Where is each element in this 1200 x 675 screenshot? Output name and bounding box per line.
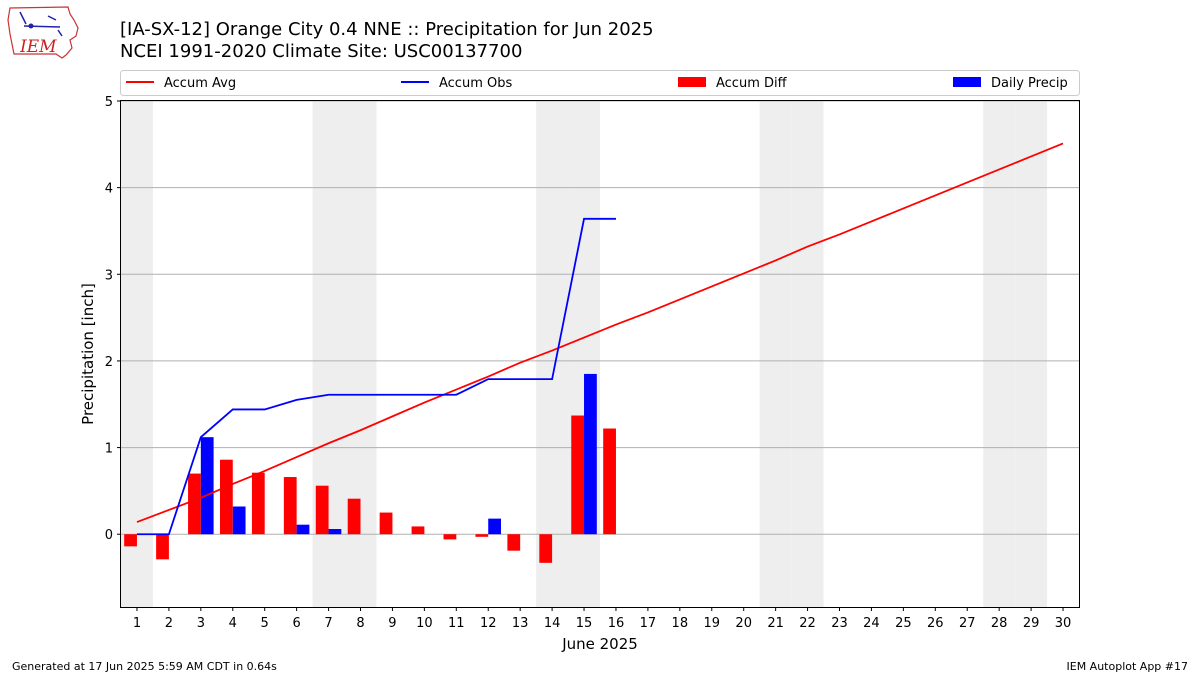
legend-label-daily-precip: Daily Precip bbox=[991, 76, 1068, 91]
logo-dot-icon bbox=[28, 23, 34, 29]
bar-daily-precip-day-12 bbox=[488, 518, 502, 535]
y-axis-label: Precipitation [inch] bbox=[79, 283, 97, 425]
weekend-shade-day-29 bbox=[1015, 101, 1048, 607]
x-tick-label-2: 2 bbox=[165, 616, 173, 631]
weekend-shade-day-22 bbox=[791, 101, 824, 607]
bar-accum-diff-day-5 bbox=[251, 472, 265, 535]
bar-daily-precip-day-6 bbox=[296, 524, 310, 535]
x-tick-label-13: 13 bbox=[512, 616, 529, 631]
bar-accum-diff-day-16 bbox=[603, 428, 616, 535]
bar-daily-precip-day-7 bbox=[328, 529, 342, 535]
x-tick-label-21: 21 bbox=[767, 616, 784, 631]
x-tick-label-5: 5 bbox=[261, 616, 269, 631]
iem-logo: IEM bbox=[7, 6, 79, 59]
bar-accum-diff-day-3 bbox=[188, 473, 201, 535]
logo-text: IEM bbox=[19, 37, 57, 57]
x-tick-label-9: 9 bbox=[388, 616, 396, 631]
chart-subtitle: NCEI 1991-2020 Climate Site: USC00137700 bbox=[120, 41, 522, 62]
legend-label-accum-obs: Accum Obs bbox=[439, 76, 512, 91]
legend-frame bbox=[120, 70, 1080, 96]
x-tick-label-4: 4 bbox=[229, 616, 237, 631]
bar-accum-diff-day-8 bbox=[347, 498, 361, 535]
y-tick-label-0: 0 bbox=[105, 528, 113, 543]
y-tick-label-3: 3 bbox=[105, 268, 113, 283]
bar-accum-diff-day-4 bbox=[219, 459, 233, 535]
x-tick-label-1: 1 bbox=[133, 616, 141, 631]
x-tick-label-12: 12 bbox=[480, 616, 497, 631]
iowa-outline-icon bbox=[7, 6, 79, 59]
x-tick-label-28: 28 bbox=[991, 616, 1008, 631]
bar-accum-diff-day-11 bbox=[443, 534, 457, 540]
legend-swatch-daily-precip bbox=[953, 77, 981, 87]
legend-label-accum-avg: Accum Avg bbox=[164, 76, 236, 91]
x-tick-label-8: 8 bbox=[356, 616, 364, 631]
y-tick-label-1: 1 bbox=[105, 442, 113, 457]
x-tick-label-17: 17 bbox=[640, 616, 657, 631]
bar-accum-diff-day-9 bbox=[379, 512, 393, 535]
x-tick-label-22: 22 bbox=[799, 616, 816, 631]
legend-label-accum-diff: Accum Diff bbox=[716, 76, 788, 91]
x-tick-label-25: 25 bbox=[895, 616, 912, 631]
x-tick-label-24: 24 bbox=[863, 616, 880, 631]
x-tick-label-6: 6 bbox=[292, 616, 300, 631]
x-tick-label-27: 27 bbox=[959, 616, 976, 631]
line-accum-avg bbox=[136, 142, 1064, 523]
x-tick-label-14: 14 bbox=[544, 616, 561, 631]
line-accum-obs bbox=[136, 217, 616, 536]
x-tick-label-30: 30 bbox=[1055, 616, 1072, 631]
legend: Accum Avg Accum Obs Accum Diff Daily Precip bbox=[120, 70, 1080, 96]
x-tick-label-15: 15 bbox=[576, 616, 593, 631]
x-tick-label-20: 20 bbox=[735, 616, 752, 631]
bar-accum-diff-day-7 bbox=[315, 485, 329, 535]
x-tick-label-18: 18 bbox=[672, 616, 689, 631]
x-tick-label-23: 23 bbox=[831, 616, 848, 631]
bar-daily-precip-day-15 bbox=[584, 373, 597, 535]
x-tick-label-11: 11 bbox=[448, 616, 465, 631]
x-tick-label-26: 26 bbox=[927, 616, 944, 631]
x-tick-label-16: 16 bbox=[608, 616, 625, 631]
bar-daily-precip-day-4 bbox=[232, 506, 246, 535]
y-tick-label-4: 4 bbox=[105, 182, 113, 197]
weekend-shade-day-1 bbox=[121, 101, 153, 607]
footer-app: IEM Autoplot App #17 bbox=[1067, 660, 1189, 673]
bar-accum-diff-day-1 bbox=[124, 534, 137, 547]
logo-map-marks-icon bbox=[19, 11, 63, 37]
bar-accum-diff-day-12 bbox=[475, 534, 489, 537]
x-tick-label-3: 3 bbox=[197, 616, 205, 631]
weekend-shade-day-28 bbox=[983, 101, 1016, 607]
footer-generated: Generated at 17 Jun 2025 5:59 AM CDT in … bbox=[12, 660, 277, 673]
x-tick-label-7: 7 bbox=[324, 616, 332, 631]
plot-frame bbox=[120, 100, 1080, 608]
x-tick-label-19: 19 bbox=[703, 616, 720, 631]
bar-daily-precip-day-3 bbox=[200, 437, 214, 535]
x-axis-label: June 2025 bbox=[561, 635, 638, 653]
x-tick-label-29: 29 bbox=[1023, 616, 1040, 631]
weekend-shade-day-21 bbox=[759, 101, 792, 607]
chart-title: [IA-SX-12] Orange City 0.4 NNE :: Precip… bbox=[120, 19, 654, 40]
bar-accum-diff-day-13 bbox=[507, 534, 521, 551]
bar-accum-diff-day-15 bbox=[571, 415, 585, 535]
y-tick-label-5: 5 bbox=[105, 95, 113, 110]
bar-accum-diff-day-10 bbox=[411, 526, 425, 535]
bar-accum-diff-day-2 bbox=[156, 534, 169, 560]
x-tick-label-10: 10 bbox=[416, 616, 433, 631]
y-tick-label-2: 2 bbox=[105, 355, 113, 370]
bar-accum-diff-day-14 bbox=[539, 534, 553, 563]
legend-swatch-accum-diff bbox=[678, 77, 706, 87]
bar-accum-diff-day-6 bbox=[283, 477, 297, 535]
